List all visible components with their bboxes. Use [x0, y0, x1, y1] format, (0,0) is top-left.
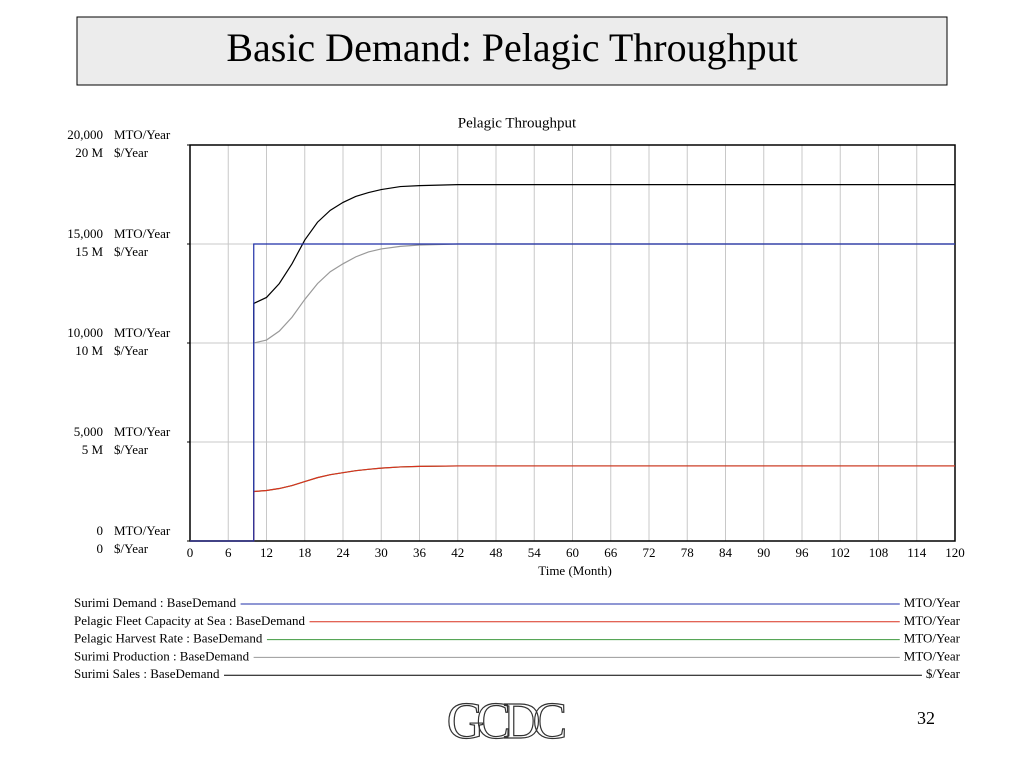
chart-title: Pelagic Throughput	[458, 115, 577, 131]
y2-unit-label: $/Year	[114, 145, 149, 160]
x-tick-label: 120	[945, 545, 965, 560]
legend-unit: MTO/Year	[904, 631, 961, 646]
y-tick-label: 15,000	[67, 226, 103, 241]
series-line	[190, 184, 955, 542]
legend-unit: MTO/Year	[904, 648, 961, 663]
x-tick-label: 48	[490, 545, 503, 560]
title-box	[76, 16, 948, 86]
legend-label: Surimi Demand : BaseDemand	[74, 595, 237, 610]
y-unit-label: MTO/Year	[114, 127, 171, 142]
y-unit-label: MTO/Year	[114, 226, 171, 241]
y2-tick-label: 20 M	[75, 145, 103, 160]
x-tick-label: 84	[719, 545, 733, 560]
x-tick-label: 12	[260, 545, 273, 560]
legend-unit: $/Year	[926, 666, 961, 681]
x-tick-label: 108	[869, 545, 889, 560]
y2-unit-label: $/Year	[114, 343, 149, 358]
legend-unit: MTO/Year	[904, 613, 961, 628]
y2-unit-label: $/Year	[114, 244, 149, 259]
slide-title: Basic Demand: Pelagic Throughput	[226, 25, 797, 70]
y-unit-label: MTO/Year	[114, 325, 171, 340]
series-line	[190, 243, 955, 542]
x-tick-label: 42	[451, 545, 464, 560]
x-tick-label: 54	[528, 545, 542, 560]
x-tick-label: 6	[225, 545, 232, 560]
x-axis-label: Time (Month)	[538, 563, 612, 578]
x-tick-label: 102	[831, 545, 851, 560]
logo: GCDC	[447, 693, 565, 750]
y-tick-label: 0	[97, 523, 104, 538]
y-unit-label: MTO/Year	[114, 523, 171, 538]
x-tick-label: 30	[375, 545, 388, 560]
y2-tick-label: 0	[97, 541, 104, 556]
legend-label: Pelagic Harvest Rate : BaseDemand	[74, 631, 263, 646]
y2-unit-label: $/Year	[114, 541, 149, 556]
x-tick-label: 60	[566, 545, 579, 560]
x-tick-label: 36	[413, 545, 427, 560]
x-tick-label: 66	[604, 545, 618, 560]
y-unit-label: MTO/Year	[114, 424, 171, 439]
legend-unit: MTO/Year	[904, 595, 961, 610]
page-number: 32	[917, 708, 935, 728]
plot-frame	[189, 144, 956, 542]
legend-label: Surimi Production : BaseDemand	[74, 648, 250, 663]
x-tick-label: 72	[643, 545, 656, 560]
x-tick-label: 96	[796, 545, 810, 560]
legend-label: Pelagic Fleet Capacity at Sea : BaseDema…	[74, 613, 306, 628]
x-tick-label: 24	[337, 545, 351, 560]
y-tick-label: 10,000	[67, 325, 103, 340]
y2-tick-label: 15 M	[75, 244, 103, 259]
y-tick-label: 5,000	[74, 424, 103, 439]
y2-tick-label: 5 M	[82, 442, 104, 457]
series-line	[190, 465, 955, 542]
x-tick-label: 78	[681, 545, 694, 560]
y2-tick-label: 10 M	[75, 343, 103, 358]
y-tick-label: 20,000	[67, 127, 103, 142]
x-tick-label: 0	[187, 545, 194, 560]
legend-label: Surimi Sales : BaseDemand	[74, 666, 220, 681]
x-tick-label: 90	[757, 545, 770, 560]
x-tick-label: 114	[907, 545, 927, 560]
x-tick-label: 18	[298, 545, 311, 560]
y2-unit-label: $/Year	[114, 442, 149, 457]
